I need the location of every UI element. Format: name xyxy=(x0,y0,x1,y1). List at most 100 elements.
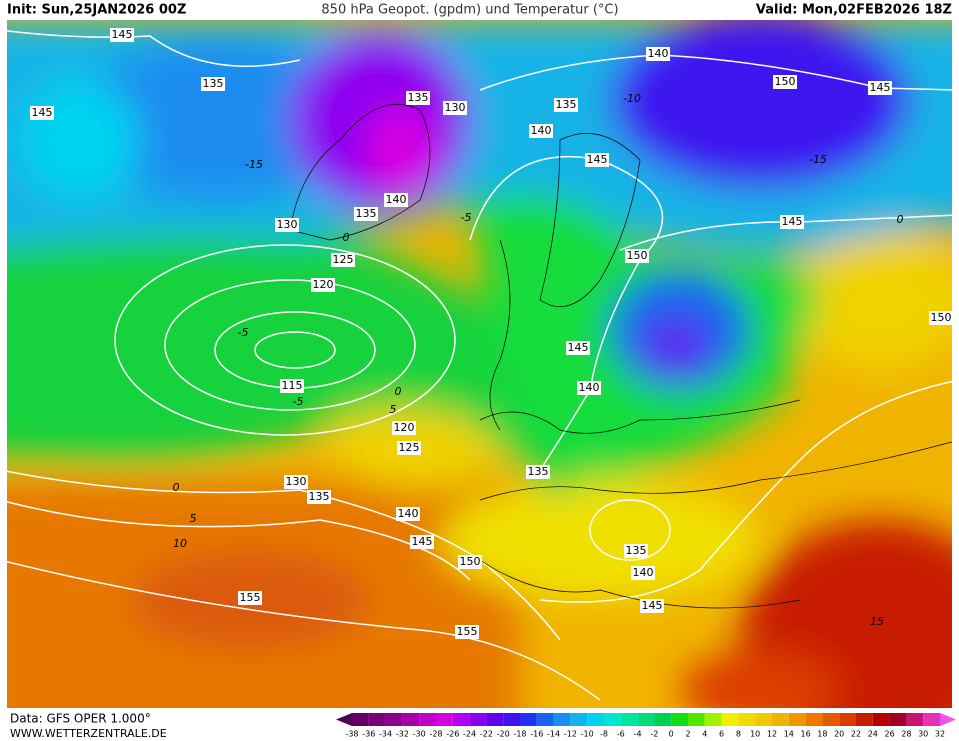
colorbar-tick-label: 8 xyxy=(736,730,741,739)
temperature-label: 5 xyxy=(390,403,397,416)
label-box xyxy=(566,341,590,355)
label-box xyxy=(311,278,335,292)
colorbar-swatch xyxy=(704,713,722,726)
geopotential-label: 155 xyxy=(240,591,261,604)
label-box xyxy=(529,124,553,138)
temperature-label: -5 xyxy=(461,211,472,224)
geopotential-label: 140 xyxy=(531,124,552,137)
label-box xyxy=(284,475,308,489)
colorbar-swatch xyxy=(520,713,537,726)
colorbar-tick-label: -8 xyxy=(600,730,608,739)
temperature-label: -5 xyxy=(238,326,249,339)
label-box xyxy=(280,379,304,393)
label-box xyxy=(455,625,479,639)
label-box xyxy=(331,253,355,267)
colorbar-tick-label: 16 xyxy=(801,730,811,739)
label-box xyxy=(410,535,434,549)
label-box xyxy=(554,98,578,112)
label-box xyxy=(396,507,420,521)
temperature-label: 0 xyxy=(395,385,402,398)
geopotential-label: 135 xyxy=(203,77,224,90)
colorbar-tick-label: 4 xyxy=(702,730,707,739)
geopotential-label: 145 xyxy=(568,341,589,354)
colorbar-tick-label: -6 xyxy=(617,730,625,739)
colorbar-tick-label: 18 xyxy=(817,730,827,739)
geopotential-label: 140 xyxy=(579,381,600,394)
colorbar-swatch xyxy=(419,713,436,726)
label-box xyxy=(275,218,299,232)
geopotential-label: 130 xyxy=(277,218,298,231)
map-title: 850 hPa Geopot. (gpdm) und Temperatur (°… xyxy=(321,3,618,18)
colorbar-tick-label: -14 xyxy=(547,730,560,739)
colorbar-tick-label: -34 xyxy=(379,730,392,739)
colorbar-swatch xyxy=(368,713,386,726)
colorbar-swatch xyxy=(452,713,470,726)
label-box xyxy=(458,555,482,569)
temperature-label: 10 xyxy=(173,537,187,550)
geopotential-label: 135 xyxy=(309,490,330,503)
label-box xyxy=(307,490,331,504)
geopotential-label: 140 xyxy=(648,47,669,60)
label-box xyxy=(773,75,797,89)
colorbar-tick-label: 12 xyxy=(767,730,777,739)
colorbar-swatch xyxy=(755,713,772,726)
geopotential-label: 115 xyxy=(282,379,303,392)
geopotential-label: 140 xyxy=(633,566,654,579)
temperature-label: -15 xyxy=(245,158,263,171)
geopotential-label: 150 xyxy=(931,311,952,324)
colorbar-tick-label: -28 xyxy=(429,730,442,739)
colorbar-swatch xyxy=(839,713,856,726)
colorbar-swatch xyxy=(772,713,789,726)
temperature-label: -5 xyxy=(293,395,304,408)
geopotential-label: 135 xyxy=(408,91,429,104)
geopotential-label: 155 xyxy=(457,625,478,638)
colorbar-tick-label: -16 xyxy=(530,730,543,739)
label-box xyxy=(406,91,430,105)
label-box xyxy=(201,77,225,91)
colorbar-swatch xyxy=(721,713,739,726)
colorbar-swatch xyxy=(486,713,504,726)
temperature-label: 0 xyxy=(173,481,180,494)
label-box xyxy=(526,465,550,479)
colorbar-tick-label: 32 xyxy=(935,730,945,739)
init-time: Init: Sun,25JAN2026 00Z xyxy=(7,3,186,18)
colorbar-tick-label: -20 xyxy=(497,730,510,739)
geopotential-label: 145 xyxy=(642,599,663,612)
colorbar-tick-label: 28 xyxy=(901,730,911,739)
temperature-label: 5 xyxy=(190,512,197,525)
temperature-label: -15 xyxy=(809,153,827,166)
label-box xyxy=(625,249,649,263)
colorbar-swatch xyxy=(570,713,588,726)
geopotential-label: 135 xyxy=(626,544,647,557)
colorbar-swatch xyxy=(553,713,571,726)
geopotential-label: 145 xyxy=(112,28,133,41)
colorbar-tick-label: 22 xyxy=(851,730,861,739)
colorbar-tick-label: -26 xyxy=(446,730,459,739)
colorbar-tick-label: -32 xyxy=(396,730,409,739)
label-box xyxy=(397,441,421,455)
label-box xyxy=(631,566,655,580)
colorbar-tick-label: -10 xyxy=(581,730,594,739)
colorbar-tick-label: 0 xyxy=(669,730,674,739)
colorbar-swatch xyxy=(402,713,420,726)
colorbar-swatch xyxy=(604,713,621,726)
colorbar-arrow xyxy=(336,713,352,726)
colorbar-tick-label: 10 xyxy=(750,730,760,739)
colorbar-tick-label: 2 xyxy=(685,730,690,739)
colorbar-tick-label: 14 xyxy=(784,730,794,739)
colorbar-tick-label: -18 xyxy=(513,730,526,739)
geopotential-label: 145 xyxy=(782,215,803,228)
data-source: Data: GFS OPER 1.000° xyxy=(10,712,151,726)
geopotential-label: 120 xyxy=(394,421,415,434)
geopotential-label: 135 xyxy=(356,207,377,220)
label-box xyxy=(238,591,262,605)
colorbar-tick-label: -4 xyxy=(634,730,642,739)
colorbar-swatch xyxy=(889,713,907,726)
colorbar-tick-label: -36 xyxy=(362,730,375,739)
coastlines xyxy=(289,103,952,609)
label-box xyxy=(384,193,408,207)
geopotential-label: 150 xyxy=(775,75,796,88)
colorbar-tick-label: 30 xyxy=(918,730,928,739)
colorbar-swatch xyxy=(688,713,705,726)
colorbar-tick-label: 24 xyxy=(868,730,878,739)
